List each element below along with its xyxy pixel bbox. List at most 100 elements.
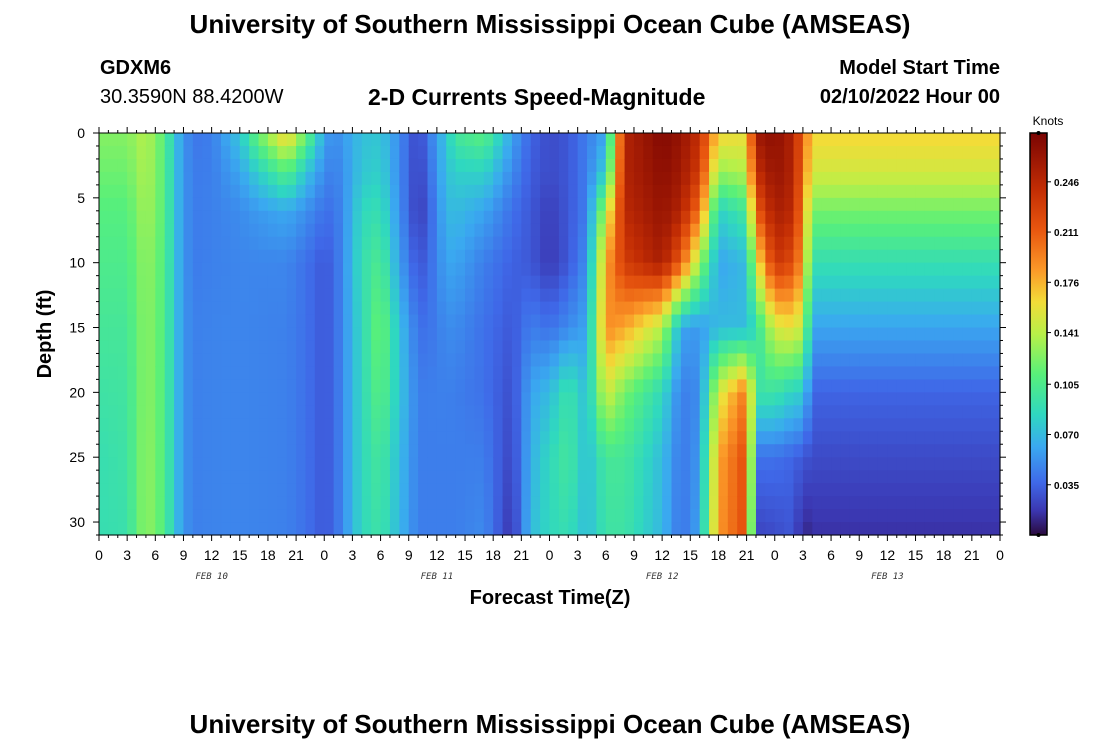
heatmap-cell: [389, 301, 400, 316]
heatmap-cell: [465, 483, 476, 497]
heatmap-cell: [549, 366, 560, 380]
heatmap-cell: [230, 145, 241, 160]
heatmap-cell: [971, 249, 982, 264]
heatmap-cell: [596, 236, 607, 251]
heatmap-cell: [962, 327, 973, 342]
heatmap-cell: [643, 197, 654, 212]
heatmap-cell: [549, 262, 560, 277]
heatmap-cell: [389, 171, 400, 186]
heatmap-cell: [981, 236, 992, 251]
heatmap-cell: [371, 145, 382, 160]
heatmap-cell: [465, 171, 476, 186]
heatmap-cell: [380, 262, 391, 277]
heatmap-cell: [455, 405, 466, 419]
heatmap-cell: [155, 405, 166, 419]
heatmap-cell: [211, 184, 222, 199]
heatmap-cell: [483, 210, 494, 225]
heatmap-cell: [540, 197, 551, 212]
heatmap-cell: [202, 184, 213, 199]
heatmap-cell: [962, 210, 973, 225]
heatmap-cell: [624, 470, 635, 484]
heatmap-cell: [446, 327, 457, 342]
heatmap-cell: [699, 288, 710, 303]
heatmap-cell: [192, 457, 203, 471]
heatmap-cell: [305, 327, 316, 342]
heatmap-cell: [568, 158, 579, 173]
heatmap-cell: [230, 327, 241, 342]
heatmap-cell: [540, 509, 551, 523]
heatmap-cell: [737, 470, 748, 484]
heatmap-cell: [436, 158, 447, 173]
heatmap-cell: [615, 470, 626, 484]
heatmap-cell: [784, 197, 795, 212]
heatmap-cell: [906, 418, 917, 432]
heatmap-cell: [971, 496, 982, 510]
heatmap-cell: [821, 379, 832, 393]
heatmap-cell: [943, 262, 954, 277]
heatmap-cell: [831, 457, 842, 471]
heatmap-cell: [324, 444, 335, 458]
heatmap-cell: [399, 210, 410, 225]
heatmap-cell: [502, 145, 513, 160]
heatmap-cell: [352, 262, 363, 277]
heatmap-cell: [202, 444, 213, 458]
heatmap-cell: [605, 405, 616, 419]
heatmap-cell: [202, 470, 213, 484]
heatmap-cell: [765, 509, 776, 523]
heatmap-cell: [699, 392, 710, 406]
heatmap-cell: [380, 509, 391, 523]
heatmap-cell: [859, 327, 870, 342]
heatmap-cell: [446, 457, 457, 471]
heatmap-cell: [258, 223, 269, 238]
heatmap-cell: [211, 327, 222, 342]
heatmap-cell: [145, 236, 156, 251]
heatmap-cell: [418, 197, 429, 212]
heatmap-cell: [915, 327, 926, 342]
heatmap-cell: [493, 457, 504, 471]
heatmap-cell: [596, 496, 607, 510]
heatmap-cell: [549, 249, 560, 264]
heatmap-cell: [549, 483, 560, 497]
heatmap-cell: [502, 210, 513, 225]
heatmap-cell: [145, 133, 156, 147]
heatmap-cell: [765, 457, 776, 471]
heatmap-cell: [868, 133, 879, 147]
heatmap-cell: [652, 314, 663, 329]
heatmap-cell: [127, 483, 138, 497]
heatmap-cell: [859, 145, 870, 160]
heatmap-cell: [568, 327, 579, 342]
heatmap-cell: [906, 314, 917, 329]
heatmap-cell: [446, 405, 457, 419]
heatmap-cell: [352, 340, 363, 355]
heatmap-cell: [127, 418, 138, 432]
heatmap-cell: [343, 158, 354, 173]
heatmap-cell: [962, 431, 973, 445]
heatmap-cell: [305, 509, 316, 523]
heatmap-cell: [821, 314, 832, 329]
heatmap-cell: [399, 392, 410, 406]
heatmap-cell: [549, 405, 560, 419]
heatmap-cell: [164, 133, 175, 147]
heatmap-cell: [765, 236, 776, 251]
heatmap-cell: [493, 405, 504, 419]
heatmap-cell: [380, 366, 391, 380]
heatmap-cell: [821, 223, 832, 238]
heatmap-cell: [389, 145, 400, 160]
heatmap-cell: [859, 379, 870, 393]
heatmap-cell: [436, 379, 447, 393]
heatmap-cell: [305, 301, 316, 316]
heatmap-cell: [615, 340, 626, 355]
heatmap-cell: [662, 301, 673, 316]
heatmap-cell: [915, 405, 926, 419]
heatmap-cell: [418, 509, 429, 523]
heatmap-cell: [896, 236, 907, 251]
heatmap-cell: [183, 210, 194, 225]
heatmap-cell: [530, 301, 541, 316]
heatmap-cell: [540, 522, 551, 536]
heatmap-cell: [615, 444, 626, 458]
heatmap-cell: [709, 210, 720, 225]
heatmap-cell: [164, 496, 175, 510]
heatmap-cell: [953, 392, 964, 406]
heatmap-cell: [652, 301, 663, 316]
heatmap-cell: [680, 366, 691, 380]
